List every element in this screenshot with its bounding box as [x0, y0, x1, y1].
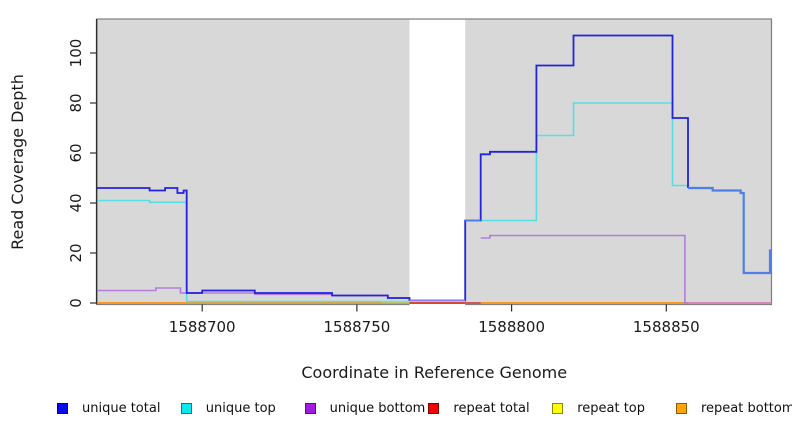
legend-swatch-icon	[304, 402, 316, 414]
legend-label: unique bottom	[329, 400, 426, 416]
legend-swatch-icon	[676, 402, 687, 414]
series-unique-top-seg1	[465, 102, 688, 222]
x-tick-label: 1588800	[478, 317, 545, 336]
legend-item-unique-top: unique top	[180, 398, 276, 418]
legend-label: repeat bottom	[701, 400, 792, 416]
x-tick-label: 1588700	[168, 317, 236, 336]
legend-label: repeat total	[453, 400, 530, 416]
legend-label: unique total	[82, 400, 161, 416]
legend-item-repeat-bottom: repeat bottom	[676, 398, 792, 418]
x-tick-label: 1588750	[323, 317, 391, 336]
x-axis-title: Coordinate in Reference Genome	[301, 362, 568, 382]
legend-swatch-icon	[552, 402, 564, 414]
series-unique-top-seg0	[97, 199, 410, 303]
legend: unique total unique top unique bottom repea…	[0, 398, 792, 420]
y-tick-label: 100	[67, 38, 85, 68]
legend-item-repeat-top: repeat top	[552, 398, 645, 418]
legend-swatch-icon	[180, 402, 192, 414]
legend-item-unique-total: unique total	[57, 398, 160, 418]
legend-item-unique-bottom: unique bottom	[304, 398, 426, 418]
legend-label: unique top	[205, 400, 276, 416]
legend-swatch-icon	[428, 402, 440, 414]
legend-item-repeat-total: repeat total	[428, 398, 530, 418]
unmapped-region	[409, 19, 466, 306]
blend-unique-total-top-overlap-tail	[688, 186, 772, 275]
legend-swatch-icon	[57, 402, 68, 414]
x-tick-label: 1588850	[632, 317, 700, 336]
series-unique-total-seg0	[97, 34, 689, 302]
legend-label: repeat top	[577, 400, 645, 416]
y-axis-title: Read Coverage Depth	[7, 73, 27, 250]
